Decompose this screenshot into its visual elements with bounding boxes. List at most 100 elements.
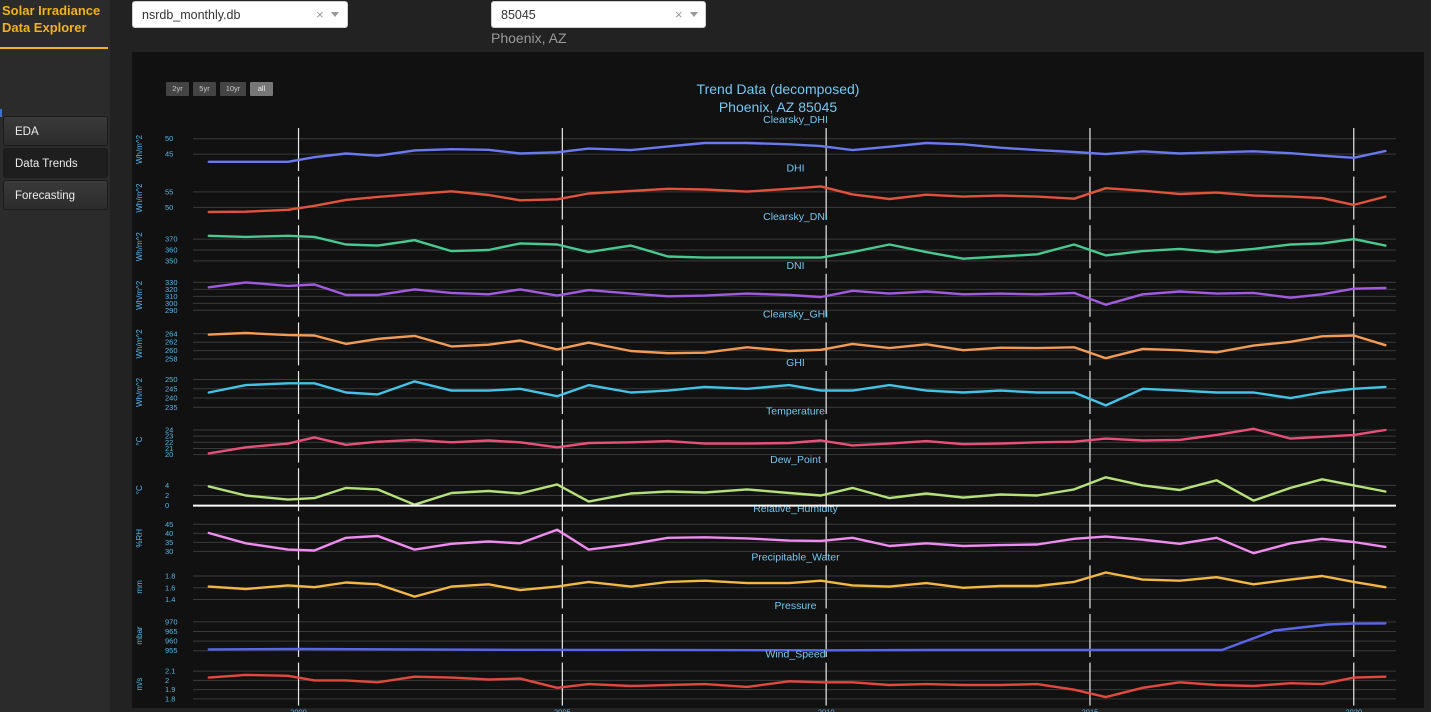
- location-label: Phoenix, AZ: [491, 30, 567, 46]
- panel-title: Relative_Humidity: [753, 503, 838, 515]
- nav-item-eda[interactable]: EDA: [3, 116, 108, 146]
- database-select-value: nsrdb_monthly.db: [142, 8, 241, 22]
- y-tick-label: 45: [165, 150, 173, 159]
- y-axis-unit-label: Wh/m^2: [135, 329, 144, 359]
- y-tick-label: 320: [165, 285, 178, 294]
- y-tick-label: 2: [165, 491, 169, 500]
- app-title: Solar Irradiance Data Explorer: [2, 2, 106, 36]
- y-tick-label: 370: [165, 235, 178, 244]
- panel-title: GHI: [786, 357, 805, 369]
- y-tick-label: 2: [165, 676, 169, 685]
- series-line: [207, 673, 1387, 699]
- y-tick-label: 40: [165, 529, 173, 538]
- y-axis-unit-label: m/s: [135, 678, 144, 691]
- series-line: [207, 622, 1387, 652]
- x-tick-label: 2010: [818, 708, 835, 712]
- y-tick-label: 22: [165, 438, 173, 447]
- y-axis-unit-label: mm: [135, 580, 144, 594]
- y-tick-label: 21: [165, 444, 173, 453]
- y-tick-label: 50: [165, 203, 173, 212]
- y-tick-label: 955: [165, 646, 178, 655]
- series-line: [207, 331, 1387, 360]
- panel-title: Clearsky_DHI: [763, 114, 828, 126]
- panel-wind-speed: 1.81.922.1 Wind_Speed m/s: [135, 649, 1396, 706]
- series-line: [207, 141, 1387, 164]
- series-line: [207, 571, 1387, 598]
- panel-title: Precipitable_Water: [751, 551, 840, 563]
- panel-title: DHI: [786, 163, 804, 175]
- y-tick-label: 258: [165, 355, 178, 364]
- y-tick-label: 250: [165, 375, 178, 384]
- sidebar: Solar Irradiance Data Explorer EDA Data …: [0, 0, 110, 712]
- panel-title: Clearsky_DNI: [763, 211, 828, 223]
- panel-dhi: 50 55 DHI Wh/m^2: [135, 163, 1396, 220]
- panel-clearsky-dhi: 45 50 Clearsky_DHI Wh/m^2: [135, 114, 1396, 171]
- y-tick-label: 235: [165, 403, 178, 412]
- y-tick-label: 330: [165, 278, 178, 287]
- series-line: [207, 476, 1387, 506]
- x-tick-label: 2015: [1082, 708, 1099, 712]
- range-button-5yr[interactable]: 5yr: [193, 82, 216, 96]
- chevron-down-icon[interactable]: [690, 12, 698, 17]
- series-line: [207, 528, 1387, 555]
- y-tick-label: 1.6: [165, 583, 175, 592]
- series-line: [207, 185, 1387, 214]
- nav-item-forecasting[interactable]: Forecasting: [3, 180, 108, 210]
- database-select[interactable]: nsrdb_monthly.db ×: [132, 1, 348, 28]
- y-axis-unit-label: Wh/m^2: [135, 280, 144, 310]
- y-tick-label: 50: [165, 134, 173, 143]
- y-tick-label: 262: [165, 338, 178, 347]
- y-tick-label: 4: [165, 481, 169, 490]
- y-axis-unit-label: °C: [135, 485, 144, 494]
- app-title-line1: Solar Irradiance: [2, 3, 101, 18]
- series-line: [207, 427, 1387, 455]
- y-tick-label: 264: [165, 329, 178, 338]
- chart-title: Trend Data (decomposed): [697, 81, 860, 97]
- y-tick-label: 55: [165, 187, 173, 196]
- y-tick-label: 1.8: [165, 694, 175, 703]
- nav-scroll-indicator: [0, 109, 2, 117]
- x-tick-label: 2005: [554, 708, 571, 712]
- y-tick-label: 45: [165, 520, 173, 529]
- chevron-down-icon[interactable]: [331, 12, 339, 17]
- zip-select[interactable]: 85045 ×: [491, 1, 706, 28]
- y-tick-label: 290: [165, 306, 178, 315]
- y-tick-label: 960: [165, 637, 178, 646]
- y-tick-label: 300: [165, 299, 178, 308]
- y-tick-label: 240: [165, 394, 178, 403]
- y-tick-label: 970: [165, 617, 178, 626]
- app-title-line2: Data Explorer: [2, 20, 87, 35]
- y-tick-label: 310: [165, 292, 178, 301]
- chart-subtitle: Phoenix, AZ 85045: [719, 99, 838, 115]
- y-axis-unit-label: Wh/m^2: [135, 232, 144, 262]
- panel-title: Pressure: [774, 600, 816, 612]
- y-tick-label: 30: [165, 547, 173, 556]
- range-button-10yr[interactable]: 10yr: [220, 82, 246, 96]
- y-axis-unit-label: Wh/m^2: [135, 183, 144, 213]
- y-axis-unit-label: Wh/m^2: [135, 377, 144, 407]
- y-tick-label: 1.8: [165, 572, 175, 581]
- y-tick-label: 965: [165, 627, 178, 636]
- y-tick-label: 1.9: [165, 685, 175, 694]
- range-button-all[interactable]: all: [250, 82, 273, 96]
- clear-icon[interactable]: ×: [675, 7, 683, 22]
- clear-icon[interactable]: ×: [316, 7, 324, 22]
- title-underline: [0, 47, 108, 49]
- y-axis-unit-label: %RH: [135, 529, 144, 548]
- panel-title: Dew_Point: [770, 454, 821, 466]
- panel-title: Temperature: [766, 406, 825, 418]
- y-tick-label: 245: [165, 384, 178, 393]
- series-line: [207, 380, 1387, 407]
- y-tick-label: 23: [165, 432, 173, 441]
- zip-select-value: 85045: [501, 8, 536, 22]
- y-tick-label: 1.4: [165, 595, 175, 604]
- range-button-2yr[interactable]: 2yr: [166, 82, 189, 96]
- nav-item-data-trends[interactable]: Data Trends: [3, 148, 108, 178]
